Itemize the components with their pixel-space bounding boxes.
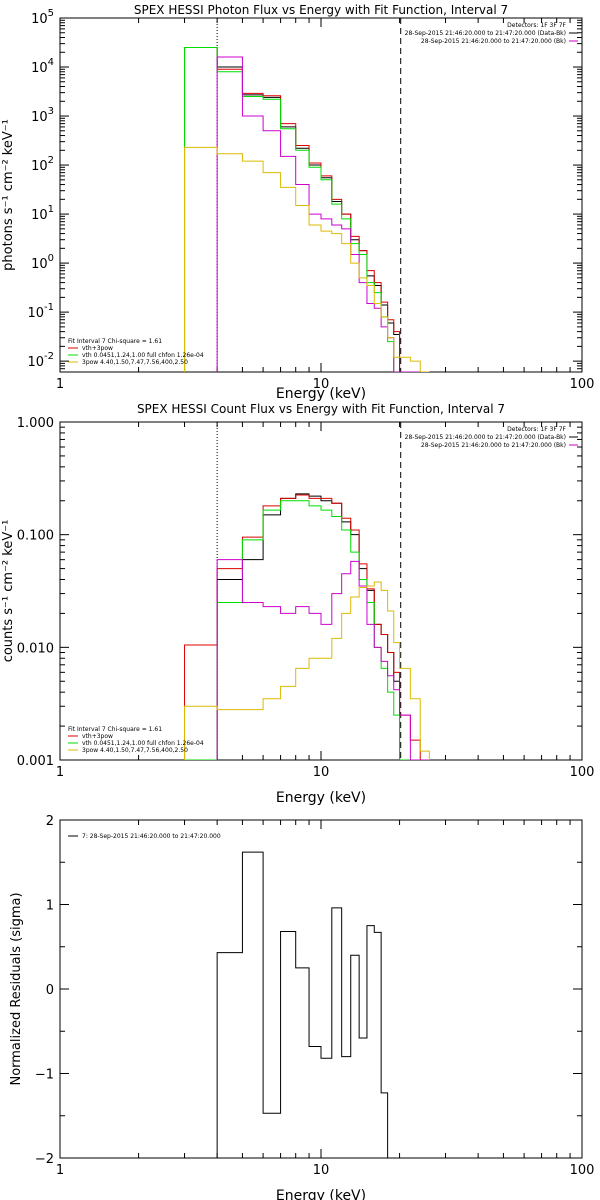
y-tick-label: 0.001 — [17, 754, 54, 769]
legend-entry: Fit Interval 7 Chi-square = 1.61 — [68, 726, 162, 733]
y-tick-exponent: 4 — [48, 57, 54, 68]
info-text: 28-Sep-2015 21:46:20.000 to 21:47:20.000… — [405, 30, 566, 37]
y-tick-label: 101 — [31, 204, 54, 223]
y-tick-label: 103 — [31, 106, 54, 125]
x-tick-label: 10 — [313, 765, 330, 780]
legend-entry: Fit Interval 7 Chi-square = 1.61 — [68, 338, 162, 345]
y-tick-base: 10 — [31, 257, 48, 272]
legend-entry: vth+3pow — [82, 733, 113, 740]
y-tick-label: 2 — [46, 814, 54, 829]
y-tick-exponent: -1 — [44, 302, 54, 313]
y-tick-label: 105 — [31, 8, 54, 27]
y-tick-exponent: 2 — [48, 155, 54, 166]
y-tick-label: 1 — [46, 899, 54, 914]
plot-frame — [59, 819, 583, 1159]
chart-title: SPEX HESSI Photon Flux vs Energy with Fi… — [134, 3, 508, 17]
y-tick-label: 1.000 — [17, 416, 54, 431]
y-tick-exponent: -2 — [44, 351, 54, 362]
y-tick-base: 10 — [27, 355, 44, 370]
legend-entry: vth 0.0451,1.24,1.00 full chfon 1.26e-04 — [82, 352, 204, 359]
y-tick-label: 100 — [31, 253, 54, 272]
legend-entry: vth 0.0451,1.24,1.00 full chfon 1.26e-04 — [82, 740, 204, 747]
x-tick-label: 10 — [313, 1163, 330, 1178]
info-text: Detectors: 1F 3F 7F — [507, 22, 566, 29]
x-tick-label: 100 — [570, 377, 595, 392]
count-flux-panel: SPEX HESSI Count Flux vs Energy with Fit… — [1, 402, 594, 806]
x-tick-label: 1 — [56, 765, 64, 780]
plot-frame — [59, 17, 583, 373]
x-tick-label: 1 — [56, 1163, 64, 1178]
y-tick-label: 0.010 — [17, 641, 54, 656]
y-tick-base: 10 — [31, 110, 48, 125]
y-tick-label: 0 — [46, 983, 54, 998]
y-tick-label: −1 — [35, 1068, 54, 1083]
series-1-histogram — [184, 494, 430, 760]
y-tick-label: 0.100 — [17, 529, 54, 544]
legend-entry: 3pow 4.40,1.50,7.47,7.56,400,2.50 — [82, 747, 188, 754]
y-axis-label: counts s⁻¹ cm⁻² keV⁻¹ — [1, 520, 16, 663]
y-axis-label: photons s⁻¹ cm⁻² keV⁻¹ — [1, 119, 16, 271]
legend-entry: 7: 28-Sep-2015 21:46:20.000 to 21:47:20.… — [82, 833, 221, 840]
residuals-panel: Energy (keV) Normalized Residuals (sigma)… — [9, 814, 594, 1200]
legend-entry: 3pow 4.40,1.50,7.47,7.56,400,2.50 — [82, 359, 188, 366]
y-tick-exponent: 1 — [48, 204, 54, 215]
y-tick-label: 102 — [31, 155, 54, 174]
series-2-histogram — [184, 500, 430, 760]
y-tick-base: 10 — [31, 159, 48, 174]
plot-frame — [59, 421, 583, 761]
legend-entry: vth+3pow — [82, 345, 113, 352]
x-tick-label: 100 — [570, 1163, 595, 1178]
y-tick-base: 10 — [31, 12, 48, 27]
series-4-histogram — [184, 146, 430, 372]
x-tick-label: 10 — [313, 377, 330, 392]
x-axis-label: Energy (keV) — [276, 790, 366, 806]
y-tick-exponent: 5 — [48, 8, 54, 19]
series-4-histogram — [184, 581, 430, 760]
y-axis-label: Normalized Residuals (sigma) — [9, 892, 24, 1085]
x-tick-label: 100 — [570, 765, 595, 780]
y-tick-base: 10 — [27, 306, 44, 321]
info-text: 28-Sep-2015 21:46:20.000 to 21:47:20.000… — [421, 442, 566, 449]
y-tick-exponent: 0 — [48, 253, 54, 264]
x-axis-label: Energy (keV) — [276, 386, 366, 402]
y-tick-label: 104 — [31, 57, 54, 76]
info-text: 28-Sep-2015 21:46:20.000 to 21:47:20.000… — [421, 38, 566, 45]
series-0-histogram — [184, 47, 430, 372]
x-tick-label: 1 — [56, 377, 64, 392]
y-tick-base: 10 — [31, 61, 48, 76]
info-text: Detectors: 1F 3F 7F — [507, 426, 566, 433]
series-0-histogram — [184, 493, 430, 760]
series-3-histogram — [216, 559, 430, 760]
x-axis-label: Energy (keV) — [276, 1188, 366, 1200]
y-tick-exponent: 3 — [48, 106, 54, 117]
y-tick-label: 10-1 — [27, 302, 54, 321]
chart-title: SPEX HESSI Count Flux vs Energy with Fit… — [137, 402, 505, 416]
series-0-histogram — [216, 851, 389, 1158]
y-tick-label: 10-2 — [27, 351, 54, 370]
info-text: 28-Sep-2015 21:46:20.000 to 21:47:20.000… — [405, 434, 566, 441]
photon-flux-panel: SPEX HESSI Photon Flux vs Energy with Fi… — [1, 3, 594, 402]
y-tick-label: −2 — [35, 1152, 54, 1167]
series-3-histogram — [216, 56, 430, 372]
y-tick-base: 10 — [31, 208, 48, 223]
